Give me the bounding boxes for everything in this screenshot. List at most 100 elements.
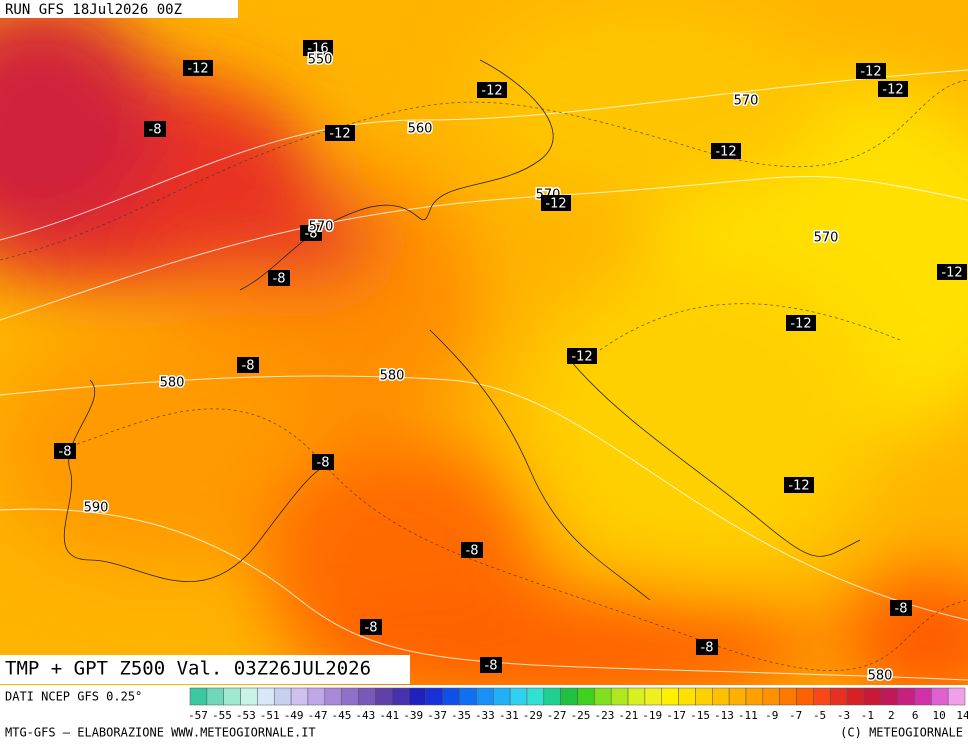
- run-label: RUN GFS 18Jul2026 00Z: [5, 2, 182, 18]
- colorbar-tick-label: -11: [738, 709, 758, 722]
- height-label: 580: [868, 669, 893, 684]
- colorbar-cell: [206, 687, 224, 706]
- colorbar-tick-label: -33: [475, 709, 495, 722]
- colorbar-tick-label: -21: [618, 709, 638, 722]
- temp-label-box: [696, 639, 718, 655]
- temp-label-box: [183, 60, 213, 76]
- temperature-label: -16: [307, 42, 328, 57]
- colorbar-tick-label: -25: [571, 709, 591, 722]
- colorbar-cell: [610, 687, 629, 706]
- colorbar-cell: [627, 687, 646, 706]
- colorbar-tick-label: 10: [932, 709, 945, 722]
- temperature-label: -12: [941, 266, 962, 281]
- temperature-label: -8: [365, 621, 378, 636]
- colorbar-cell: [846, 687, 865, 706]
- height-label: 590: [84, 501, 109, 516]
- colorbar-cell: [560, 687, 578, 706]
- height-label: 580: [380, 369, 405, 384]
- temp-label-box: [567, 348, 597, 364]
- temperature-label: -12: [788, 479, 809, 494]
- temperature-label: -8: [701, 641, 714, 656]
- temperature-label: -12: [571, 350, 592, 365]
- colorbar-tick-label: -23: [594, 709, 614, 722]
- temp-label-box: [325, 125, 355, 141]
- temperature-label: -12: [790, 317, 811, 332]
- colorbar-cell: [476, 687, 494, 706]
- temp-label-box: [786, 315, 816, 331]
- temp-label-box: [54, 443, 76, 459]
- colorbar-tick-label: 6: [912, 709, 919, 722]
- colorbar-tick-label: -55: [212, 709, 232, 722]
- colorbar-cell: [796, 687, 814, 706]
- temperature-label: -8: [273, 272, 286, 287]
- colorbar-tick-label: -3: [837, 709, 850, 722]
- colorbar-cell: [947, 687, 966, 706]
- colorbar-cell: [644, 687, 662, 706]
- temp-label-box: [878, 81, 908, 97]
- colorbar-cell: [661, 687, 679, 706]
- temperature-label: -8: [59, 445, 72, 460]
- height-label: 550: [308, 53, 333, 68]
- temperature-label: -8: [895, 602, 908, 617]
- colorbar-cell: [745, 687, 764, 706]
- temperature-label: -12: [882, 83, 903, 98]
- temp-label-box: [890, 600, 912, 616]
- colorbar-cell: [223, 687, 241, 706]
- colorbar-cell: [779, 687, 797, 706]
- colorbar-cell: [341, 687, 359, 706]
- temp-label-box: [784, 477, 814, 493]
- temp-label-box: [268, 270, 290, 286]
- colorbar-cell: [526, 687, 545, 706]
- colorbar-tick-label: -35: [451, 709, 471, 722]
- colorbar-tick-label: -17: [666, 709, 686, 722]
- colorbar-cell: [594, 687, 612, 706]
- colorbar-cell: [358, 687, 376, 706]
- colorbar-tick-label: -7: [789, 709, 802, 722]
- colorbar-cell: [273, 687, 292, 706]
- temp-label-box: [300, 225, 322, 241]
- map: [0, 0, 968, 685]
- run-box: [0, 0, 238, 18]
- height-label: 570: [309, 220, 334, 235]
- colorbar-cell: [375, 687, 393, 706]
- colorbar-cell: [442, 687, 460, 706]
- temperature-label: -8: [466, 544, 479, 559]
- temp-label-box: [144, 121, 166, 137]
- temperature-contours: [0, 79, 968, 671]
- colorbar-tick-label: -13: [714, 709, 734, 722]
- colorbar-cell: [863, 687, 882, 706]
- temperature-label: -12: [187, 62, 208, 77]
- colorbar-tick-label: -49: [284, 709, 304, 722]
- colorbar-cell: [897, 687, 915, 706]
- colorbar-cell: [290, 687, 309, 706]
- temp-label-box: [937, 264, 967, 280]
- temp-label-box: [480, 657, 502, 673]
- colorbar-tick-label: -47: [308, 709, 328, 722]
- temperature-label: -12: [545, 197, 566, 212]
- colorbar-cell: [493, 687, 511, 706]
- colorbar-tick-label: -19: [642, 709, 662, 722]
- colorbar-cell: [813, 687, 831, 706]
- temp-label-box: [856, 63, 886, 79]
- colorbar-cell: [880, 687, 898, 706]
- title-box: [0, 655, 410, 684]
- temperature-label: -12: [715, 145, 736, 160]
- colorbar-tick-label: -29: [523, 709, 543, 722]
- colorbar-source: DATI NCEP GFS 0.25°: [5, 690, 142, 704]
- temp-label-box: [360, 619, 382, 635]
- colorbar-cell: [712, 687, 730, 706]
- colorbar-cell: [408, 687, 427, 706]
- colorbar-tick-label: 14: [956, 709, 968, 722]
- temp-label-box: [237, 357, 259, 373]
- temp-label-box: [541, 195, 571, 211]
- colorbar-cell: [695, 687, 713, 706]
- colorbar-cell: [577, 687, 595, 706]
- colorbar-cell: [931, 687, 949, 706]
- temp-label-box: [711, 143, 741, 159]
- temp-label-box: [461, 542, 483, 558]
- temperature-label: -12: [481, 84, 502, 99]
- colorbar-tick-label: -15: [690, 709, 710, 722]
- temperature-label: -12: [860, 65, 881, 80]
- height-label: 560: [408, 122, 433, 137]
